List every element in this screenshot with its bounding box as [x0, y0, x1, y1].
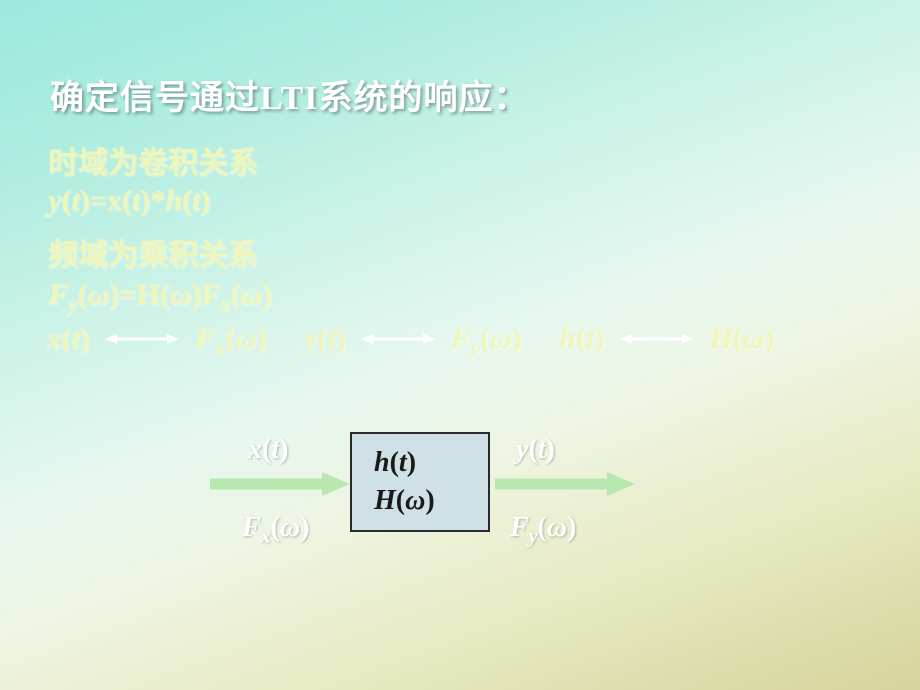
- text: 时域为卷积关系: [48, 147, 258, 180]
- text: 频域为乘积关系: [48, 239, 258, 272]
- block-diagram: h(t) H(ω) x(t) Fx(ω) y(t) Fy(ω): [210, 420, 630, 560]
- slide-title: 确定信号通过LTI系统的响应：: [50, 70, 528, 119]
- text-time-domain: 时域为卷积关系: [48, 138, 258, 182]
- text-freq-domain: 频域为乘积关系: [48, 230, 258, 274]
- double-arrow-icon: [620, 322, 694, 356]
- label-y-t: y(t): [516, 434, 555, 466]
- eq-product: Fy(ω)=H(ω)Fx(ω): [48, 278, 272, 317]
- box-line-Hw: H(ω): [374, 482, 488, 520]
- double-arrow-icon: [361, 322, 435, 356]
- slide: 确定信号通过LTI系统的响应： 时域为卷积关系 y(t)=x(t)*h(t) 频…: [0, 0, 920, 690]
- system-box: h(t) H(ω): [350, 432, 490, 532]
- input-arrow-icon: [210, 470, 350, 503]
- label-x-t: x(t): [248, 434, 288, 466]
- eq-convolution: y(t)=x(t)*h(t): [48, 184, 210, 218]
- label-Fx-w: Fx(ω): [242, 512, 309, 549]
- eq-pairs: x(t) Fx(ω) y(t) Fy(ω) h(t) H(ω): [46, 322, 774, 361]
- label-Fy-w: Fy(ω): [510, 512, 576, 549]
- output-arrow-icon: [495, 470, 635, 503]
- box-line-ht: h(t): [374, 444, 488, 482]
- double-arrow-icon: [105, 322, 179, 356]
